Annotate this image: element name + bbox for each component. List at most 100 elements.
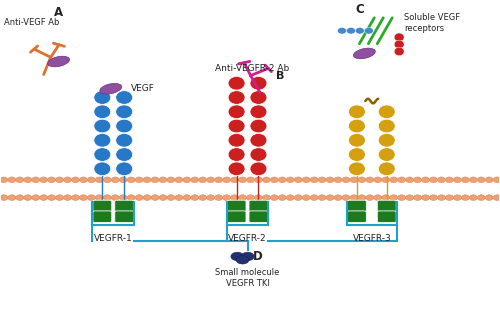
- Ellipse shape: [378, 162, 395, 176]
- Ellipse shape: [446, 177, 454, 183]
- Ellipse shape: [430, 195, 438, 200]
- Ellipse shape: [278, 177, 286, 183]
- Ellipse shape: [470, 177, 477, 183]
- Ellipse shape: [116, 148, 132, 161]
- Ellipse shape: [167, 177, 175, 183]
- Ellipse shape: [250, 119, 267, 133]
- Ellipse shape: [32, 177, 40, 183]
- Ellipse shape: [175, 177, 183, 183]
- Ellipse shape: [0, 195, 8, 200]
- Ellipse shape: [191, 177, 199, 183]
- Ellipse shape: [116, 119, 132, 133]
- Ellipse shape: [250, 91, 267, 104]
- FancyBboxPatch shape: [115, 211, 134, 223]
- Ellipse shape: [326, 177, 334, 183]
- Ellipse shape: [348, 148, 366, 161]
- Ellipse shape: [228, 77, 245, 90]
- Ellipse shape: [326, 195, 334, 200]
- Ellipse shape: [100, 83, 122, 94]
- Text: VEGFR-1: VEGFR-1: [94, 234, 132, 243]
- FancyBboxPatch shape: [93, 211, 112, 223]
- Ellipse shape: [230, 195, 238, 200]
- Ellipse shape: [470, 195, 477, 200]
- Ellipse shape: [32, 195, 40, 200]
- Ellipse shape: [228, 119, 245, 133]
- Ellipse shape: [358, 177, 366, 183]
- Ellipse shape: [378, 119, 395, 133]
- Ellipse shape: [206, 195, 214, 200]
- Ellipse shape: [56, 195, 64, 200]
- Ellipse shape: [354, 48, 376, 59]
- Text: Soluble VEGF
receptors: Soluble VEGF receptors: [404, 13, 460, 33]
- Ellipse shape: [250, 162, 267, 176]
- Ellipse shape: [366, 177, 374, 183]
- Ellipse shape: [94, 148, 111, 161]
- Ellipse shape: [88, 177, 96, 183]
- Ellipse shape: [250, 148, 267, 161]
- Ellipse shape: [342, 195, 350, 200]
- Ellipse shape: [294, 195, 302, 200]
- Ellipse shape: [183, 177, 191, 183]
- Ellipse shape: [378, 148, 395, 161]
- FancyBboxPatch shape: [249, 211, 268, 223]
- Text: Small molecule
VEGFR TKI: Small molecule VEGFR TKI: [216, 268, 280, 288]
- Ellipse shape: [222, 177, 230, 183]
- Ellipse shape: [378, 133, 395, 147]
- Ellipse shape: [72, 195, 80, 200]
- Ellipse shape: [238, 195, 246, 200]
- Ellipse shape: [318, 195, 326, 200]
- Text: A: A: [54, 7, 63, 19]
- Ellipse shape: [446, 195, 454, 200]
- FancyBboxPatch shape: [249, 200, 268, 212]
- Ellipse shape: [119, 195, 127, 200]
- Ellipse shape: [40, 195, 48, 200]
- Ellipse shape: [236, 256, 249, 264]
- FancyBboxPatch shape: [93, 200, 112, 212]
- Ellipse shape: [94, 162, 111, 176]
- Ellipse shape: [250, 77, 267, 90]
- Ellipse shape: [48, 56, 70, 67]
- Ellipse shape: [175, 195, 183, 200]
- Ellipse shape: [151, 195, 159, 200]
- Ellipse shape: [374, 195, 382, 200]
- Ellipse shape: [394, 40, 404, 49]
- Ellipse shape: [112, 195, 119, 200]
- Ellipse shape: [8, 177, 16, 183]
- Ellipse shape: [398, 195, 406, 200]
- Ellipse shape: [127, 177, 135, 183]
- Ellipse shape: [477, 177, 485, 183]
- Ellipse shape: [270, 195, 278, 200]
- Ellipse shape: [143, 195, 151, 200]
- Ellipse shape: [48, 177, 56, 183]
- Text: Anti-VEGF Ab: Anti-VEGF Ab: [4, 18, 59, 27]
- Ellipse shape: [94, 91, 111, 104]
- Ellipse shape: [96, 195, 104, 200]
- Text: C: C: [355, 3, 364, 16]
- Ellipse shape: [94, 105, 111, 119]
- Ellipse shape: [80, 177, 88, 183]
- Ellipse shape: [286, 195, 294, 200]
- Ellipse shape: [191, 195, 199, 200]
- Ellipse shape: [24, 177, 32, 183]
- Ellipse shape: [348, 105, 366, 119]
- Ellipse shape: [246, 177, 254, 183]
- Ellipse shape: [406, 195, 413, 200]
- Ellipse shape: [127, 195, 135, 200]
- Ellipse shape: [310, 195, 318, 200]
- Ellipse shape: [231, 252, 244, 261]
- Ellipse shape: [0, 177, 8, 183]
- Ellipse shape: [228, 105, 245, 119]
- Ellipse shape: [302, 177, 310, 183]
- Ellipse shape: [94, 133, 111, 147]
- Ellipse shape: [348, 162, 366, 176]
- Ellipse shape: [112, 177, 119, 183]
- Ellipse shape: [104, 195, 112, 200]
- Ellipse shape: [16, 177, 24, 183]
- Ellipse shape: [454, 177, 462, 183]
- Ellipse shape: [228, 133, 245, 147]
- Ellipse shape: [151, 177, 159, 183]
- FancyBboxPatch shape: [378, 200, 396, 212]
- Ellipse shape: [422, 195, 430, 200]
- Ellipse shape: [230, 177, 238, 183]
- Ellipse shape: [493, 195, 500, 200]
